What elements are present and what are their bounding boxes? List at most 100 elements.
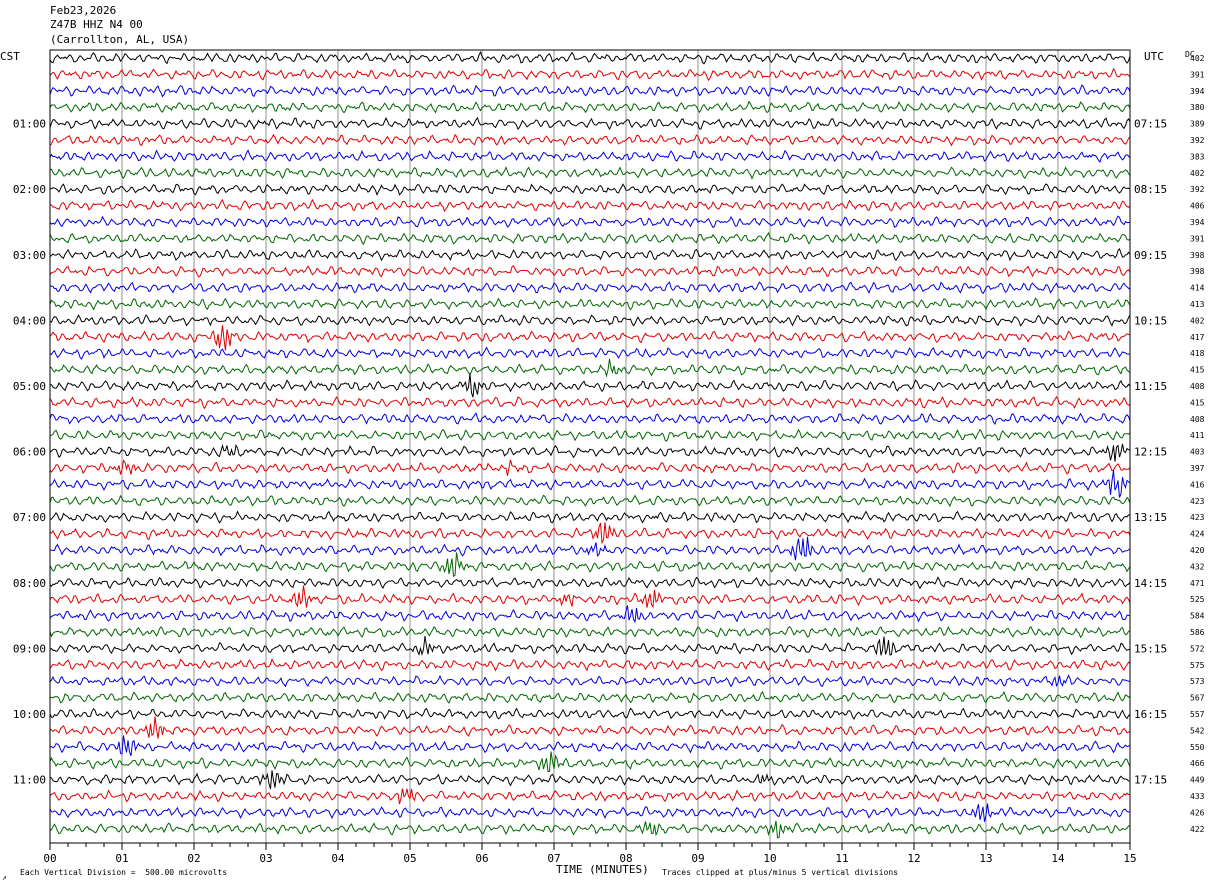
dc-value: 584	[1190, 612, 1205, 621]
plot-frame	[49, 49, 1131, 844]
cst-label: CST	[0, 50, 20, 63]
dc-value: 406	[1190, 202, 1205, 211]
utc-hour-label: 13:15	[1134, 511, 1167, 524]
trace-line	[50, 373, 1131, 398]
dc-value: 466	[1190, 759, 1205, 768]
x-tick-label: 01	[115, 852, 128, 865]
trace-line	[49, 215, 1130, 229]
trace-line	[49, 100, 1131, 114]
trace-line	[49, 247, 1131, 262]
dc-value: 380	[1190, 103, 1205, 112]
dc-value: 424	[1190, 530, 1205, 539]
x-tick-label: 13	[979, 852, 992, 865]
trace-line	[49, 536, 1131, 561]
utc-hour-label: 17:15	[1134, 774, 1167, 787]
utc-hour-label: 12:15	[1134, 446, 1167, 459]
x-tick-label: 12	[907, 852, 920, 865]
dc-value: 586	[1190, 628, 1205, 637]
utc-hour-label: 08:15	[1134, 183, 1167, 196]
trace-line	[49, 428, 1131, 442]
dc-value: 389	[1190, 120, 1205, 129]
trace-line	[49, 50, 1131, 65]
x-tick-label: 07	[547, 852, 560, 865]
clip-note: Traces clipped at plus/minus 5 vertical …	[662, 868, 899, 877]
dc-value: 392	[1190, 136, 1205, 145]
trace-line	[49, 735, 1131, 756]
dc-value: 402	[1190, 316, 1205, 325]
date-label: Feb23,2026	[50, 4, 117, 17]
x-tick-label: 14	[1051, 852, 1065, 865]
dc-value: 397	[1190, 464, 1205, 473]
trace-line	[49, 716, 1131, 739]
trace-line	[49, 690, 1131, 704]
dc-value: 525	[1190, 595, 1205, 604]
dc-value: 383	[1190, 152, 1205, 161]
trace-line	[49, 116, 1131, 131]
trace-line	[49, 585, 1131, 609]
trace-line	[49, 346, 1131, 361]
scale-note: Each Vertical Division = 500.00 microvol…	[20, 868, 228, 877]
dc-value: 471	[1190, 579, 1205, 588]
trace-line	[49, 67, 1131, 82]
trace-line	[49, 133, 1131, 147]
dc-value: 416	[1190, 480, 1205, 489]
dc-value: 413	[1190, 300, 1205, 309]
x-tick-label: 10	[763, 852, 776, 865]
x-tick-label: 00	[43, 852, 56, 865]
dc-value: 567	[1190, 694, 1205, 703]
dc-value: 433	[1190, 792, 1205, 801]
x-tick-label: 02	[187, 852, 200, 865]
trace-line	[49, 552, 1131, 578]
trace-line	[49, 297, 1131, 311]
dc-value: 398	[1190, 251, 1205, 260]
trace-line	[49, 625, 1131, 639]
trace-line	[49, 412, 1131, 425]
station-label: Z47B HHZ N4 00	[50, 18, 143, 31]
dc-value: 415	[1190, 398, 1205, 407]
utc-hour-label: 15:15	[1134, 642, 1167, 655]
dc-value: 394	[1190, 218, 1205, 227]
dc-value: 557	[1190, 710, 1205, 719]
x-tick-label: 06	[475, 852, 488, 865]
cst-hour-label: 09:00	[13, 642, 46, 655]
dc-value: 394	[1190, 87, 1205, 96]
cst-hour-label: 03:00	[13, 249, 46, 262]
utc-label: UTC	[1144, 50, 1164, 63]
minute-gridlines	[121, 50, 1059, 843]
utc-hour-label: 11:15	[1134, 380, 1167, 393]
trace-line	[49, 358, 1131, 378]
cst-hour-label: 04:00	[13, 314, 46, 327]
trace-line	[49, 820, 1131, 839]
cst-hour-label: 08:00	[13, 577, 46, 590]
dc-value: 423	[1190, 513, 1205, 522]
dc-value: 408	[1190, 415, 1205, 424]
trace-line	[49, 281, 1131, 295]
x-tick-label: 09	[691, 852, 704, 865]
corner-mark: ↗	[2, 873, 7, 882]
utc-hour-label: 07:15	[1134, 118, 1167, 131]
x-tick-label: 04	[331, 852, 345, 865]
trace-line	[49, 788, 1131, 805]
trace-line	[49, 674, 1131, 688]
trace-line	[49, 265, 1131, 278]
x-tick-label: 15	[1123, 852, 1136, 865]
cst-hour-label: 11:00	[13, 774, 46, 787]
dc-value: 403	[1190, 448, 1205, 457]
dc-value: 414	[1190, 284, 1205, 293]
trace-line	[49, 166, 1131, 180]
x-tick-label: 11	[835, 852, 848, 865]
trace-line	[49, 751, 1131, 772]
dc-value: 418	[1190, 349, 1205, 358]
trace-line	[49, 231, 1131, 246]
dc-value: 398	[1190, 267, 1205, 276]
trace-lines	[49, 50, 1131, 839]
dc-value: 575	[1190, 661, 1205, 670]
utc-hour-label: 10:15	[1134, 314, 1167, 327]
trace-line	[49, 314, 1131, 327]
trace-line	[49, 770, 1131, 790]
trace-line	[49, 149, 1131, 164]
dc-value: 550	[1190, 743, 1205, 752]
utc-hour-label: 14:15	[1134, 577, 1167, 590]
dc-value: 392	[1190, 185, 1205, 194]
trace-line	[49, 443, 1131, 462]
